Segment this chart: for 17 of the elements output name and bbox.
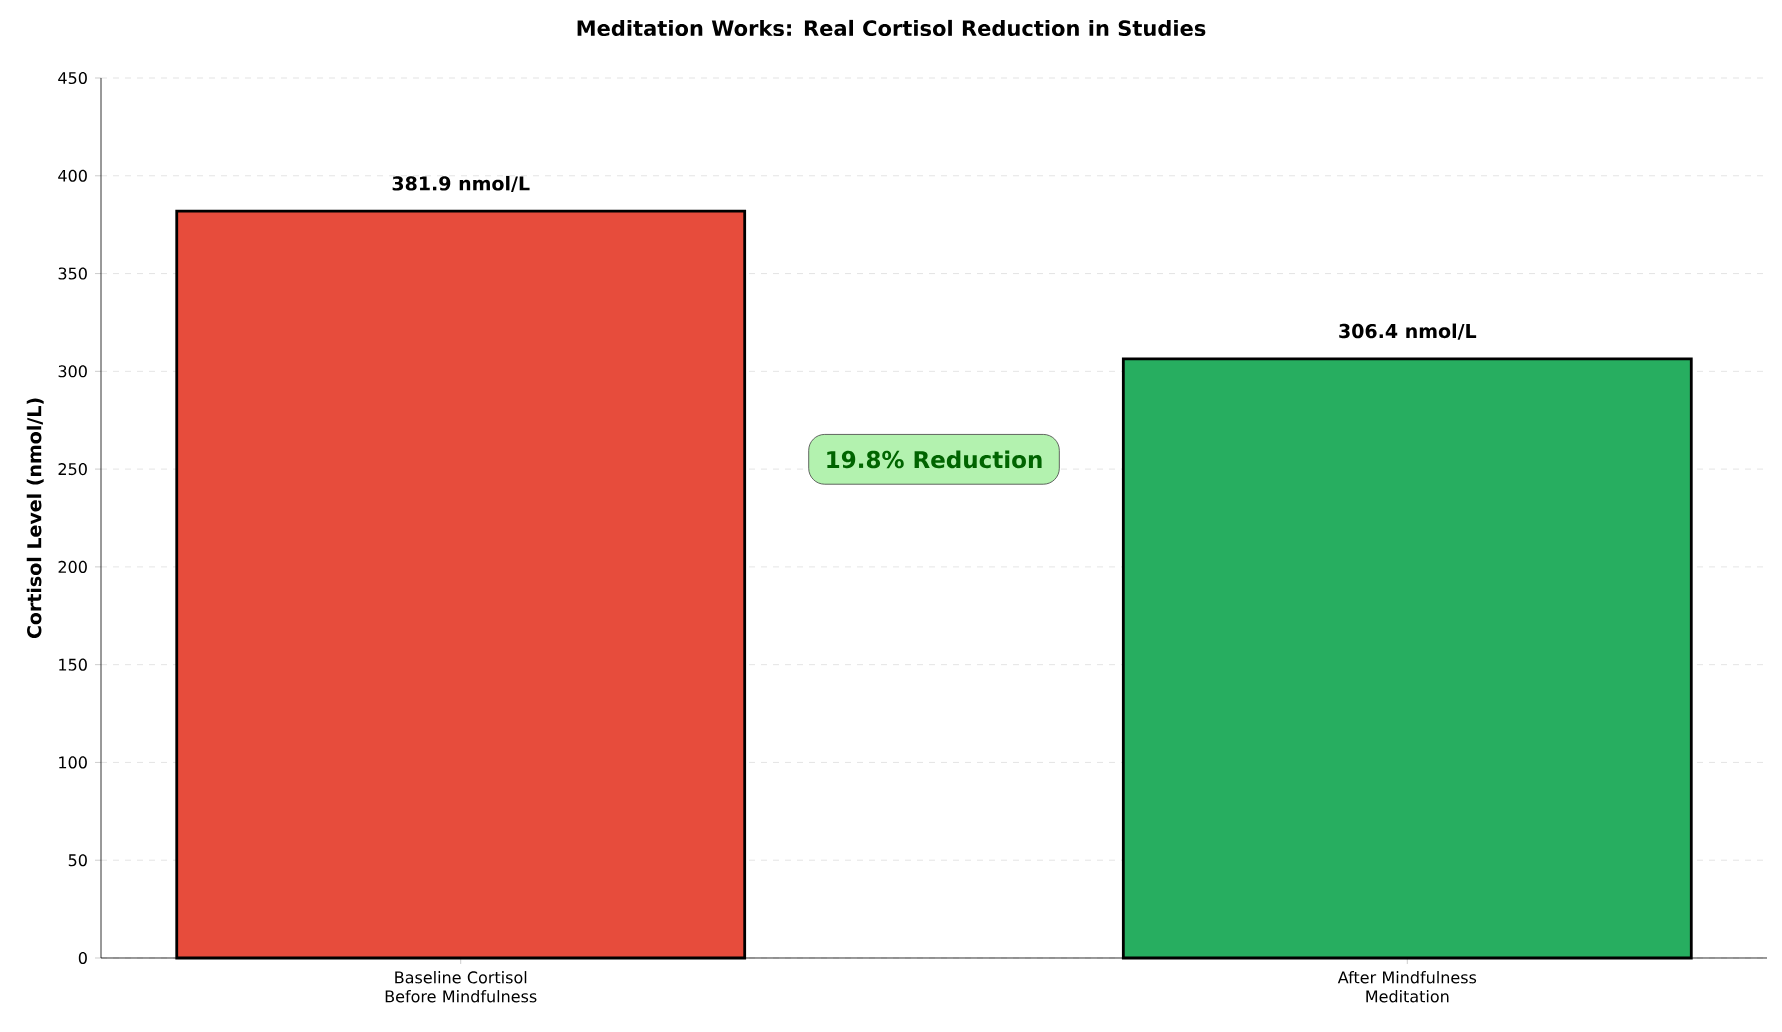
- x-tick-label: Baseline Cortisol Before Mindfulness: [385, 971, 537, 1003]
- y-axis-title: Cortisol Level (nmol/L): [26, 398, 44, 639]
- data-label: 306.4 nmol/L: [1339, 323, 1477, 340]
- annotation: 19.8% Reduction: [827, 450, 1042, 469]
- y-tick-label: 450: [58, 71, 87, 85]
- x-tick-label: After Mindfulness Meditation: [1337, 971, 1477, 1003]
- y-tick-label: 400: [58, 169, 87, 182]
- y-tick-label: 150: [59, 658, 87, 671]
- y-tick-label: 200: [58, 560, 87, 573]
- y-tick-label: 0: [78, 951, 87, 965]
- y-tick-label: 250: [58, 463, 87, 476]
- y-tick-label: 350: [58, 267, 87, 280]
- y-tick-label: 300: [58, 365, 87, 378]
- data-label: 381.9 nmol/L: [392, 175, 530, 193]
- y-tick-label: 50: [68, 854, 87, 867]
- y-tick-label: 100: [59, 756, 87, 769]
- chart-title: Meditation Works: Real Cortisol Reduction in Studies: [577, 19, 1206, 37]
